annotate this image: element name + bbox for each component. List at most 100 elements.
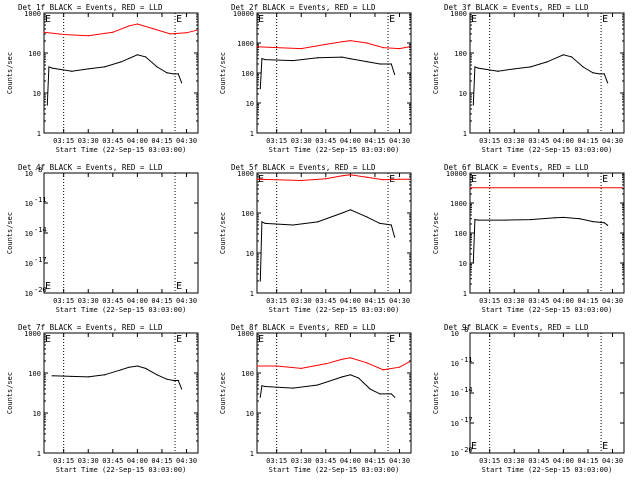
lld-point [300,48,302,50]
events-point [292,59,294,62]
xtick-label: 03:45 [528,137,549,145]
plot-frame [256,172,412,294]
xtick-label: 03:15 [479,297,500,305]
lld-point [325,43,327,45]
xtick-label: 03:45 [315,457,336,465]
plot-frame [469,12,625,134]
events-point [379,222,381,224]
events-point [349,374,351,376]
chart-panel: Det 6f BLACK = Events, RED = LLD 1 10 100 10… [432,163,625,314]
ylabel: Counts/sec [219,212,227,254]
ytick-label: 1 [250,290,254,298]
lld-point [276,365,278,367]
chart-panel: Det 5f BLACK = Events, RED = LLD 1 10 100 10… [219,163,412,314]
e-marker: E [471,174,477,185]
xtick-label: 04:00 [553,297,574,305]
xtick-label: 04:15 [577,457,598,465]
xtick-label: 03:30 [78,457,99,465]
xtick-label: 04:15 [151,457,172,465]
ytick-label: 10 [451,420,459,428]
events-point [607,82,609,84]
events-point [292,224,294,226]
events-point [390,393,392,395]
events-point [582,66,584,68]
xtick-label: 03:30 [504,457,525,465]
events-point [136,54,138,56]
lld-line [256,174,410,182]
xtick-label: 04:30 [176,457,197,465]
lld-point [349,357,351,359]
xlabel: Start Time (22-Sep-15 03:03:00) [269,306,400,314]
events-point [264,385,266,388]
events-point [104,374,106,376]
events-point [292,387,294,389]
chart-panel: Det 7f BLACK = Events, RED = LLD 1 10 100 10… [6,323,199,474]
lld-point [398,366,401,368]
xtick-label: 03:30 [291,457,312,465]
events-point [317,221,319,223]
events-point [71,70,73,72]
ylabel: Counts/sec [6,372,14,414]
xtick-label: 03:30 [291,297,312,305]
ytick-label: 10 [451,360,459,368]
ytick-label: 1000 [237,170,254,178]
lld-point [408,361,410,363]
ytick-exponent: -17 [34,256,47,264]
events-point [177,73,179,75]
events-point [177,379,179,382]
events-point [505,219,507,221]
lld-point [408,178,410,180]
chart-title: Det 6f BLACK = Events, RED = LLD [444,163,589,172]
ytick-exponent: -20 [34,286,47,294]
lld-point [398,48,401,50]
lld-point [366,42,368,44]
lld-point [256,178,258,180]
chart-panel: Det 2f BLACK = Events, RED = LLD 1 10 100 10… [219,3,412,154]
events-line [472,216,608,264]
lld-point [341,41,343,43]
events-line [259,56,396,89]
events-point [317,57,319,59]
e-marker: E [176,334,182,345]
xlabel: Start Time (22-Sep-15 03:03:00) [269,146,400,154]
ytick-label: 1 [463,130,467,138]
ytick-label: 100 [28,50,41,58]
events-line [472,54,609,106]
ytick-exponent: -11 [34,196,47,204]
xtick-label: 04:00 [340,297,361,305]
xtick-label: 04:30 [602,297,623,305]
events-point [181,82,183,84]
events-point [341,376,343,378]
events-point [513,68,515,70]
lld-line [257,357,410,371]
ytick-label: 10 [33,410,41,418]
events-point [156,66,158,68]
xtick-label: 04:15 [364,457,385,465]
ylabel: Counts/sec [432,212,440,254]
ytick-label: 10 [459,90,467,98]
events-point [546,61,548,63]
events-point [530,218,532,221]
lld-point [349,174,351,176]
chart-title: Det 3f BLACK = Events, RED = LLD [444,3,589,12]
lld-point [341,358,343,360]
lld-point [382,47,384,49]
ytick-exponent: -8 [460,326,468,334]
events-point [341,56,343,58]
ytick-label: 1000 [450,10,467,18]
e-marker: E [45,334,51,345]
xtick-label: 03:15 [266,297,287,305]
events-point [477,219,479,221]
lld-point [256,365,258,367]
ytick-label: 10 [25,290,33,298]
xtick-label: 03:30 [504,297,525,305]
events-point [172,379,175,382]
ytick-label: 10 [25,230,33,238]
ytick-label: 100 [454,50,467,58]
xlabel: Start Time (22-Sep-15 03:03:00) [269,466,400,474]
ytick-label: 100 [241,70,254,78]
e-marker: E [258,334,264,345]
lld-point [256,46,258,48]
ytick-label: 10 [246,250,254,258]
xtick-label: 04:00 [340,137,361,145]
